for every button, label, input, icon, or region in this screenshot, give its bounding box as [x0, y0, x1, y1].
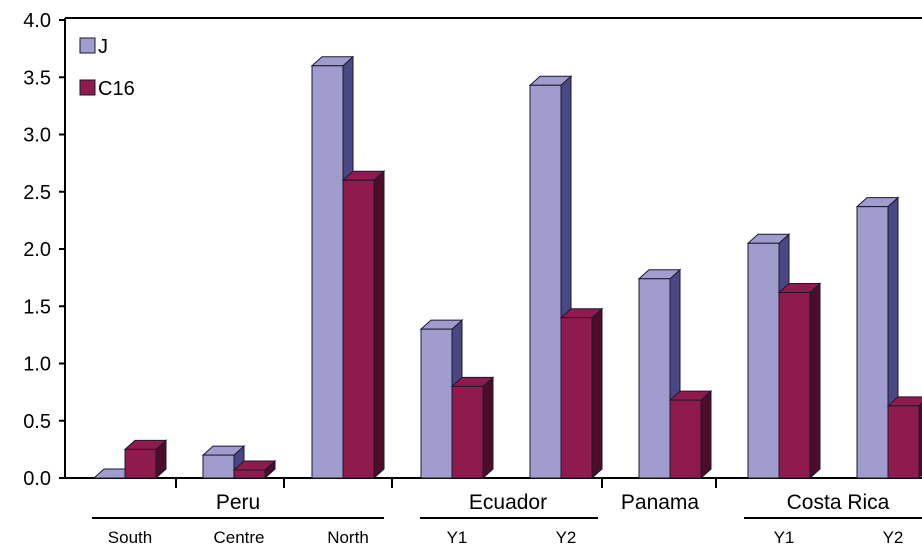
legend-label-c16: C16: [98, 78, 135, 100]
bar-c16-2: [341, 170, 386, 480]
y-tick-label: 0.5: [23, 411, 51, 433]
x-tick-label: Y1: [447, 528, 468, 547]
group-label: Ecuador: [469, 491, 547, 514]
y-tick-label: 3.5: [23, 67, 51, 89]
group-label: Panama: [621, 491, 700, 514]
y-tick-label: 2.0: [23, 239, 51, 261]
x-tick-label: Y2: [556, 528, 577, 547]
y-tick-label: 2.5: [23, 182, 51, 204]
bar-c16-5: [668, 390, 713, 480]
bar-c16-0: [123, 439, 168, 480]
bar-j-1: [201, 444, 246, 480]
y-tick-label: 1.0: [23, 354, 51, 376]
x-tick-label: South: [108, 528, 152, 547]
y-tick-label: 0.0: [23, 468, 51, 490]
bar-c16-1: [232, 459, 277, 480]
y-tick-label: 3.0: [23, 125, 51, 147]
legend-label-j: J: [98, 36, 108, 58]
x-tick-label: Y1: [774, 528, 795, 547]
x-labels-layer: Peru Ecuador Panama Costa Rica South Centre No…: [92, 491, 922, 547]
x-tick-label: North: [327, 528, 369, 547]
y-tick-label: 4.0: [23, 10, 51, 32]
bar-c16-4: [559, 307, 604, 480]
legend-swatch-c16: [79, 79, 96, 96]
group-label: Peru: [216, 491, 260, 514]
x-tick-label: Centre: [213, 528, 264, 547]
bar-c16-3: [450, 376, 495, 480]
legend: J C16: [79, 36, 135, 100]
bar-c16-7: [886, 396, 922, 480]
x-tick-label: Y2: [883, 528, 904, 547]
bars-layer: [92, 55, 922, 480]
y-tick-label: 1.5: [23, 296, 51, 318]
legend-swatch-j: [79, 37, 96, 54]
bar-c16-6: [777, 282, 822, 480]
group-label: Costa Rica: [787, 491, 890, 514]
